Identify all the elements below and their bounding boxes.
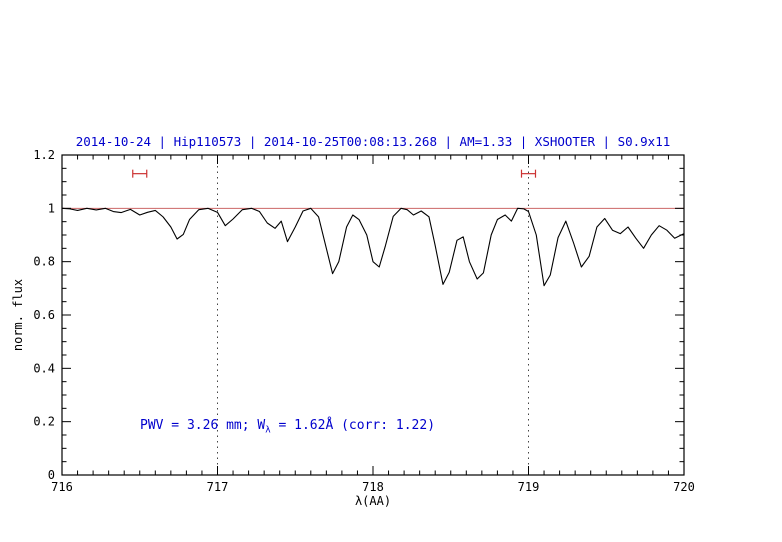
annotation-lambda-subscript: λ bbox=[265, 425, 271, 436]
y-axis-label: norm. flux bbox=[11, 278, 25, 352]
svg-text:0.6: 0.6 bbox=[33, 308, 55, 322]
x-axis-label: λ(AA) bbox=[354, 494, 392, 508]
svg-text:718: 718 bbox=[362, 480, 384, 494]
annotation-prefix: PWV = 3.26 mm; W bbox=[140, 418, 266, 433]
svg-text:716: 716 bbox=[51, 480, 73, 494]
svg-text:1.2: 1.2 bbox=[33, 148, 55, 162]
svg-text:717: 717 bbox=[207, 480, 229, 494]
svg-text:719: 719 bbox=[518, 480, 540, 494]
svg-text:0.2: 0.2 bbox=[33, 415, 55, 429]
annotation-suffix: = 1.62Å (corr: 1.22) bbox=[270, 418, 436, 433]
svg-text:1: 1 bbox=[48, 201, 55, 215]
pwv-annotation: PWV = 3.26 mm; Wλ = 1.62Å (corr: 1.22) bbox=[140, 418, 435, 436]
svg-text:0.4: 0.4 bbox=[33, 361, 55, 375]
svg-text:0: 0 bbox=[48, 468, 55, 482]
svg-text:720: 720 bbox=[673, 480, 695, 494]
plot-title: 2014-10-24 | Hip110573 | 2014-10-25T00:0… bbox=[75, 134, 671, 149]
svg-text:0.8: 0.8 bbox=[33, 255, 55, 269]
